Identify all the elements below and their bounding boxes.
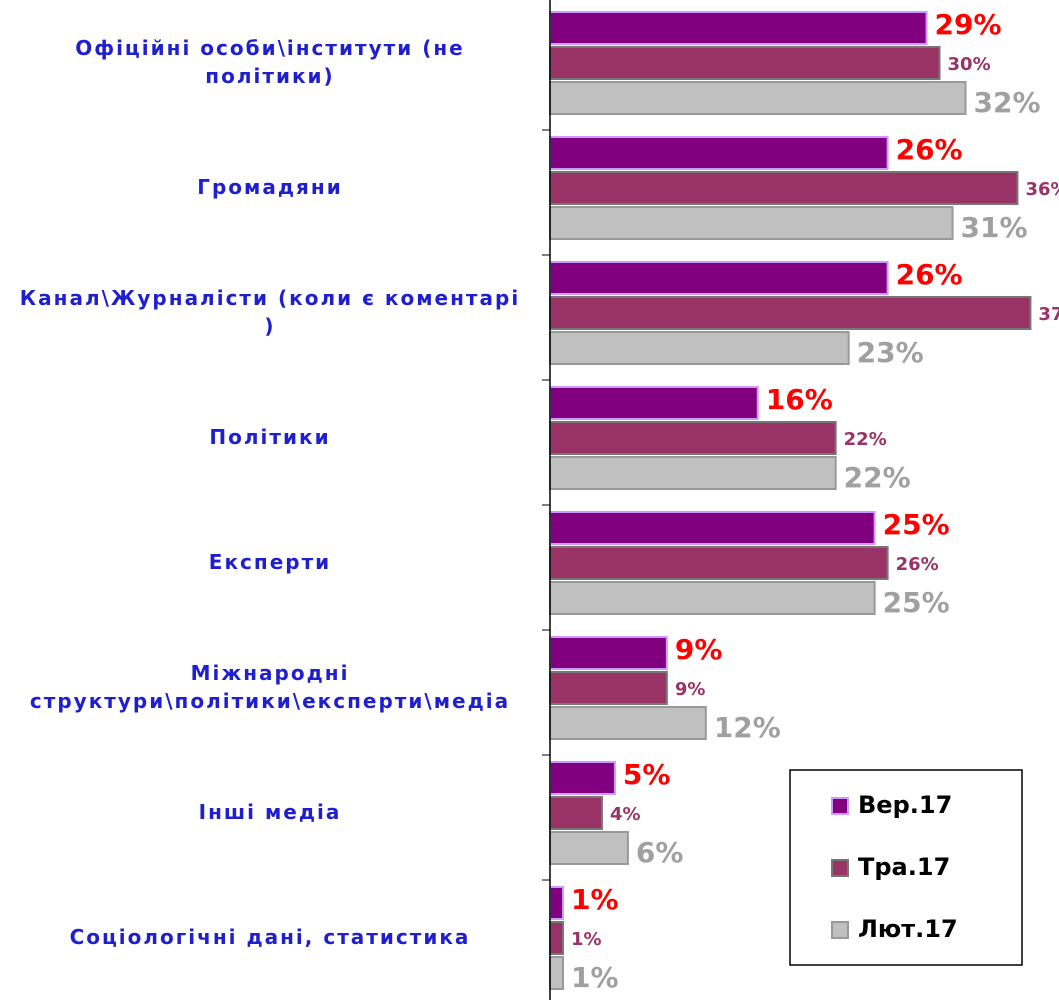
bar (549, 206, 954, 240)
value-label: 5% (623, 758, 671, 791)
value-label: 12% (714, 711, 781, 744)
legend-label: Вер.17 (858, 791, 952, 819)
value-label: 9% (675, 633, 723, 666)
category-label: Офіційні особи\інститути (не політики) (75, 36, 465, 88)
bar (549, 386, 759, 420)
value-label: 9% (675, 679, 706, 700)
legend-swatch (831, 797, 849, 815)
bar (549, 421, 837, 455)
bar (549, 171, 1019, 205)
bar (549, 886, 564, 920)
value-label: 30% (948, 54, 991, 75)
value-label: 26% (896, 258, 963, 291)
bar (549, 921, 564, 955)
bar (549, 11, 928, 45)
value-label: 1% (571, 929, 602, 950)
bar (549, 46, 941, 80)
bar (549, 331, 850, 365)
value-label: 1% (571, 961, 619, 994)
legend-swatch (831, 921, 849, 939)
bar (549, 261, 889, 295)
category-label: Інші медіа (198, 800, 342, 824)
bar (549, 956, 564, 990)
value-label: 26% (896, 133, 963, 166)
value-label: 37% (1038, 304, 1059, 325)
value-label: 25% (883, 508, 950, 541)
bar (549, 581, 876, 615)
value-label: 32% (974, 86, 1041, 119)
category-label: Експерти (208, 550, 332, 574)
bar (549, 546, 889, 580)
value-label: 26% (896, 554, 939, 575)
bar (549, 511, 876, 545)
bar (549, 671, 668, 705)
value-label: 6% (636, 836, 684, 869)
bar (549, 456, 837, 490)
value-label: 23% (857, 336, 924, 369)
legend-label: Лют.17 (858, 915, 958, 943)
value-label: 25% (883, 586, 950, 619)
category-label: Канал\Журналісти (коли є коментарі ) (19, 286, 521, 338)
value-label: 36% (1025, 179, 1059, 200)
bar (549, 796, 603, 830)
bar (549, 636, 668, 670)
value-label: 29% (935, 8, 1002, 41)
category-label: Громадяни (197, 175, 343, 199)
value-label: 31% (961, 211, 1028, 244)
legend-swatch (831, 859, 849, 877)
category-label: Соціологічні дані, статистика (69, 925, 471, 949)
bar (549, 831, 629, 865)
value-label: 16% (766, 383, 833, 416)
value-label: 22% (844, 429, 887, 450)
bar (549, 296, 1032, 330)
bar (549, 761, 616, 795)
category-label: Міжнародні структури\політики\експерти\м… (29, 661, 511, 713)
legend-box (789, 769, 1023, 966)
bar (549, 136, 889, 170)
bar (549, 81, 967, 115)
legend-label: Тра.17 (858, 853, 950, 881)
category-label: Політики (209, 425, 331, 449)
value-label: 1% (571, 883, 619, 916)
bar (549, 706, 707, 740)
value-label: 22% (844, 461, 911, 494)
value-label: 4% (610, 804, 641, 825)
